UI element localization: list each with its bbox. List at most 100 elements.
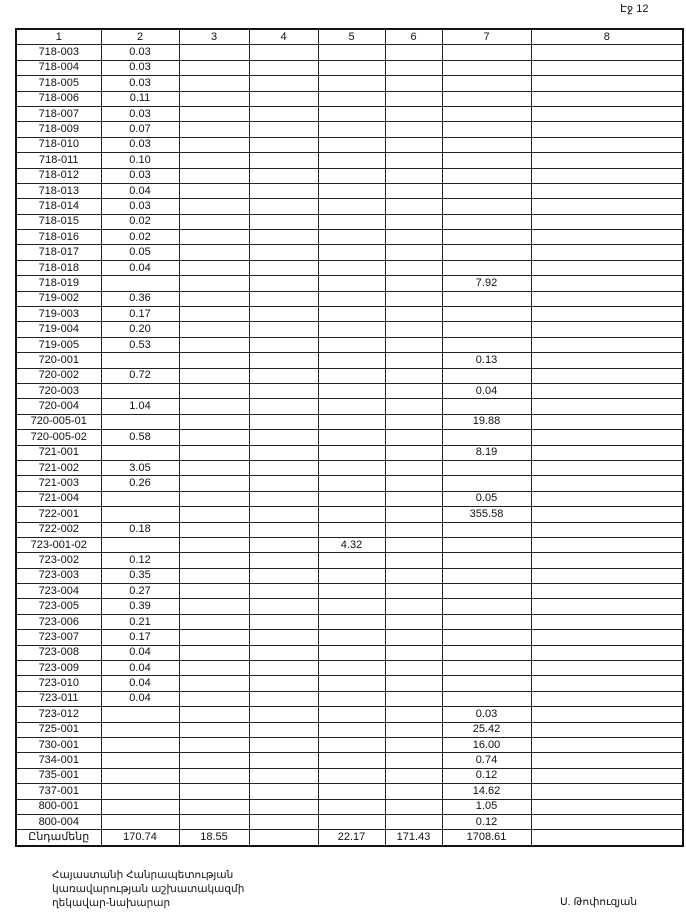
table-cell xyxy=(530,767,684,785)
table-cell xyxy=(384,321,443,338)
table-cell xyxy=(384,583,443,600)
table-row: 720-005-01 19.88 xyxy=(15,413,684,431)
table-cell xyxy=(178,105,250,123)
table-cell: 0.12 xyxy=(441,813,532,831)
table-cell: 0.03 xyxy=(100,75,180,92)
table-cell: 0.36 xyxy=(100,290,180,308)
table-cell xyxy=(178,660,250,677)
table-row: 722-002 0.18 xyxy=(15,521,684,538)
table-cell xyxy=(248,459,319,477)
table-cell xyxy=(100,783,180,800)
table-cell xyxy=(317,629,386,646)
table-cell xyxy=(317,475,386,492)
table-cell: 0.21 xyxy=(100,613,180,631)
row-label-cell: 737-001 xyxy=(15,783,102,800)
table-cell xyxy=(317,736,386,754)
table-cell xyxy=(100,275,180,292)
table-cell: 0.72 xyxy=(100,367,180,384)
table-cell xyxy=(248,398,319,415)
table-cell xyxy=(178,429,250,446)
row-label-cell: 718-012 xyxy=(15,167,102,184)
table-cell: 6 xyxy=(384,28,443,46)
table-cell xyxy=(317,721,386,738)
table-cell: 0.03 xyxy=(100,105,180,123)
table-cell xyxy=(248,444,319,461)
table-cell xyxy=(317,444,386,461)
table-cell xyxy=(384,352,443,369)
row-label-cell: 718-017 xyxy=(15,244,102,261)
table-cell xyxy=(530,336,684,354)
table-row: 719-002 0.36 xyxy=(15,290,684,308)
table-row: 723-004 0.27 xyxy=(15,583,684,600)
table-cell xyxy=(178,275,250,292)
table-cell xyxy=(178,552,250,569)
table-cell xyxy=(441,536,532,554)
table-cell xyxy=(317,459,386,477)
table-cell: 1708.61 xyxy=(441,829,532,847)
table-cell xyxy=(317,552,386,569)
table-cell xyxy=(317,690,386,708)
table-cell xyxy=(248,536,319,554)
table-cell: 0.04 xyxy=(100,660,180,677)
table-cell xyxy=(248,567,319,585)
table-cell xyxy=(384,521,443,538)
row-label-cell: 723-005 xyxy=(15,598,102,615)
row-label-cell: 734-001 xyxy=(15,752,102,769)
row-label-cell: 718-004 xyxy=(15,59,102,77)
table-cell xyxy=(178,90,250,107)
table-cell xyxy=(384,567,443,585)
table-row: 723-002 0.12 xyxy=(15,552,684,569)
table-cell xyxy=(530,536,684,554)
table-cell xyxy=(100,444,180,461)
table-cell xyxy=(441,182,532,200)
table-cell xyxy=(530,644,684,662)
table-cell xyxy=(248,429,319,446)
table-cell: 0.17 xyxy=(100,629,180,646)
table-row: 718-005 0.03 xyxy=(15,75,684,92)
table-cell: 0.05 xyxy=(100,244,180,261)
signature-title-line: Հայաստանի Հանրապետության xyxy=(52,869,234,881)
table-cell xyxy=(384,767,443,785)
table-cell xyxy=(384,675,443,692)
table-cell xyxy=(248,75,319,92)
table-cell: 0.39 xyxy=(100,598,180,615)
table-cell: 0.18 xyxy=(100,521,180,538)
table-cell xyxy=(530,90,684,107)
table-cell: 0.12 xyxy=(441,767,532,785)
table-cell xyxy=(384,690,443,708)
table-cell: 8 xyxy=(530,28,684,46)
table-cell xyxy=(530,675,684,692)
table-cell xyxy=(317,136,386,154)
table-cell xyxy=(317,198,386,215)
table-cell xyxy=(441,244,532,261)
table-cell xyxy=(100,490,180,508)
table-cell xyxy=(384,644,443,662)
table-cell xyxy=(178,44,250,61)
table-cell xyxy=(530,736,684,754)
table-cell xyxy=(441,306,532,323)
table-cell: 0.17 xyxy=(100,306,180,323)
table-cell xyxy=(248,813,319,831)
table-cell xyxy=(530,813,684,831)
table-cell xyxy=(384,490,443,508)
row-label-cell: 719-003 xyxy=(15,306,102,323)
table-row: 718-014 0.03 xyxy=(15,198,684,215)
table-cell xyxy=(384,306,443,323)
table-cell xyxy=(384,275,443,292)
table-cell xyxy=(178,136,250,154)
table-cell xyxy=(384,90,443,107)
table-cell xyxy=(178,583,250,600)
table-cell: 0.10 xyxy=(100,152,180,169)
table-cell xyxy=(178,629,250,646)
table-cell xyxy=(317,244,386,261)
table-cell xyxy=(530,721,684,738)
row-label-cell: 723-008 xyxy=(15,644,102,662)
table-cell xyxy=(530,475,684,492)
row-label-cell: 723-011 xyxy=(15,690,102,708)
table-cell xyxy=(178,767,250,785)
row-label-cell: 722-002 xyxy=(15,521,102,538)
table-cell xyxy=(384,736,443,754)
row-label-cell: 723-010 xyxy=(15,675,102,692)
table-cell xyxy=(248,613,319,631)
